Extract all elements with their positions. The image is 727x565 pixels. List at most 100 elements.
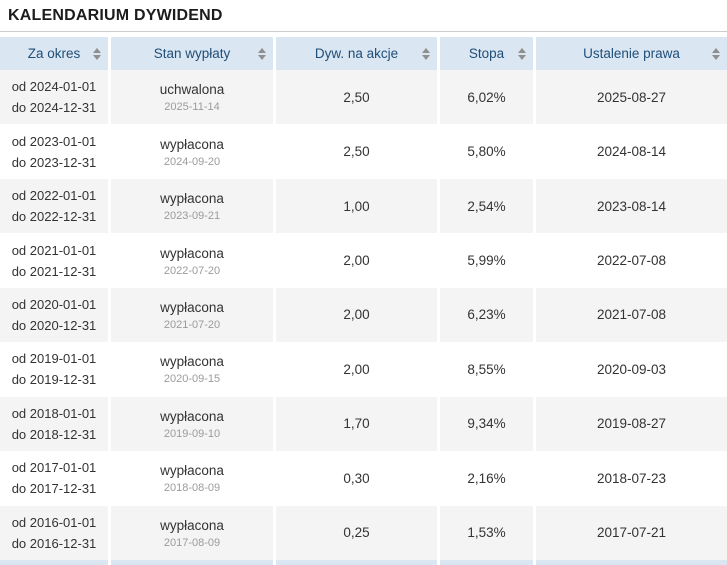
- column-header-1[interactable]: Za okres: [0, 37, 108, 70]
- sort-down-icon: [518, 54, 526, 60]
- cell-rate: 2,54%: [440, 178, 533, 234]
- period-from-text: od 2023-01-01: [11, 133, 97, 149]
- sort-up-icon: [422, 47, 430, 53]
- payout-status-date: 2019-09-10: [163, 427, 221, 440]
- table-row: od 2024-01-01 do 2024-12-31 uchwalona 20…: [0, 70, 727, 125]
- cell-payout-status: wypłacona 2024-09-20: [111, 124, 273, 179]
- footer-header-cell-cutoff: [440, 559, 533, 565]
- period-to-text: do 2021-12-31: [11, 263, 97, 279]
- table-row: od 2017-01-01 do 2017-12-31 wypłacona 20…: [0, 451, 727, 506]
- cell-payout-status: wypłacona 2018-08-09: [111, 451, 273, 506]
- sort-arrows-icon[interactable]: [258, 47, 266, 60]
- cell-period: od 2019-01-01 do 2019-12-31: [0, 342, 108, 397]
- cell-rate: 5,80%: [440, 124, 533, 179]
- cell-dividend-per-share: 0,25: [276, 505, 437, 560]
- cell-period: od 2024-01-01 do 2024-12-31: [0, 70, 108, 125]
- period-from-text: od 2021-01-01: [11, 242, 97, 258]
- table-row: od 2020-01-01 do 2020-12-31 wypłacona 20…: [0, 287, 727, 343]
- period-from-text: od 2022-01-01: [11, 188, 97, 204]
- cell-dividend-per-share: 2,50: [276, 124, 437, 179]
- footer-header-cell-cutoff: [0, 559, 108, 565]
- period-to-text: do 2022-12-31: [11, 209, 97, 225]
- dividend-table: Za okres Stan wypłaty Dyw. na akcje Stop…: [0, 37, 727, 565]
- period-to-text: do 2020-12-31: [11, 317, 97, 333]
- cell-rights-determination-date: 2025-08-27: [536, 70, 727, 125]
- table-row: od 2023-01-01 do 2023-12-31 wypłacona 20…: [0, 124, 727, 179]
- payout-status-date: 2024-09-20: [163, 155, 221, 168]
- sort-up-icon: [712, 47, 720, 53]
- cell-dividend-per-share: 2,00: [276, 342, 437, 397]
- payout-status-text: wypłacona: [160, 136, 224, 152]
- payout-status-text: wypłacona: [160, 191, 224, 207]
- sort-up-icon: [518, 47, 526, 53]
- cell-payout-status: wypłacona 2022-07-20: [111, 233, 273, 288]
- sort-arrows-icon[interactable]: [93, 47, 101, 60]
- cell-dividend-per-share: 2,00: [276, 233, 437, 288]
- cell-period: od 2018-01-01 do 2018-12-31: [0, 396, 108, 452]
- column-header-2[interactable]: Stan wypłaty: [111, 37, 273, 70]
- cell-rate: 1,53%: [440, 505, 533, 560]
- sort-down-icon: [258, 54, 266, 60]
- cell-period: od 2020-01-01 do 2020-12-31: [0, 287, 108, 343]
- sort-arrows-icon[interactable]: [712, 47, 720, 60]
- period-to-text: do 2017-12-31: [11, 481, 97, 497]
- cell-rate: 9,34%: [440, 396, 533, 452]
- payout-status-text: wypłacona: [160, 408, 224, 424]
- cell-dividend-per-share: 1,70: [276, 396, 437, 452]
- cell-payout-status: wypłacona 2017-08-09: [111, 505, 273, 560]
- column-header-label: Stopa: [468, 46, 505, 61]
- cell-dividend-per-share: 1,00: [276, 178, 437, 234]
- cell-rights-determination-date: 2019-08-27: [536, 396, 727, 452]
- period-from-text: od 2018-01-01: [11, 405, 97, 421]
- cell-rights-determination-date: 2018-07-23: [536, 451, 727, 506]
- footer-header-cell-cutoff: [111, 559, 273, 565]
- table-body: od 2024-01-01 do 2024-12-31 uchwalona 20…: [0, 70, 727, 560]
- payout-status-date: 2021-07-20: [163, 318, 221, 331]
- sort-up-icon: [93, 47, 101, 53]
- period-from-text: od 2024-01-01: [11, 79, 97, 95]
- table-row: od 2018-01-01 do 2018-12-31 wypłacona 20…: [0, 396, 727, 452]
- column-header-4[interactable]: Stopa: [440, 37, 533, 70]
- payout-status-text: wypłacona: [160, 354, 224, 370]
- cell-period: od 2021-01-01 do 2021-12-31: [0, 233, 108, 288]
- cell-payout-status: wypłacona 2020-09-15: [111, 342, 273, 397]
- period-from-text: od 2019-01-01: [11, 351, 97, 367]
- cell-payout-status: uchwalona 2025-11-14: [111, 70, 273, 125]
- period-to-text: do 2018-12-31: [11, 426, 97, 442]
- footer-header-cell-cutoff: [536, 559, 727, 565]
- sort-down-icon: [422, 54, 430, 60]
- page-title: KALENDARIUM DYWIDEND: [0, 0, 727, 32]
- sort-arrows-icon[interactable]: [422, 47, 430, 60]
- payout-status-text: wypłacona: [160, 245, 224, 261]
- period-to-text: do 2019-12-31: [11, 372, 97, 388]
- footer-header-cell-cutoff: [276, 559, 437, 565]
- cell-rights-determination-date: 2023-08-14: [536, 178, 727, 234]
- table-row: od 2021-01-01 do 2021-12-31 wypłacona 20…: [0, 233, 727, 288]
- column-header-5[interactable]: Ustalenie prawa: [536, 37, 727, 70]
- cell-payout-status: wypłacona 2023-09-21: [111, 178, 273, 234]
- cell-rights-determination-date: 2022-07-08: [536, 233, 727, 288]
- cell-period: od 2022-01-01 do 2022-12-31: [0, 178, 108, 234]
- cell-rate: 6,02%: [440, 70, 533, 125]
- cell-dividend-per-share: 2,50: [276, 70, 437, 125]
- cell-dividend-per-share: 2,00: [276, 287, 437, 343]
- cell-period: od 2016-01-01 do 2016-12-31: [0, 505, 108, 560]
- cell-rate: 5,99%: [440, 233, 533, 288]
- period-from-text: od 2020-01-01: [11, 296, 97, 312]
- sort-down-icon: [93, 54, 101, 60]
- payout-status-text: wypłacona: [160, 299, 224, 315]
- cell-payout-status: wypłacona 2021-07-20: [111, 287, 273, 343]
- table-footer-strip-cutoff: [0, 559, 727, 565]
- payout-status-date: 2020-09-15: [163, 373, 221, 386]
- sort-arrows-icon[interactable]: [518, 47, 526, 60]
- column-header-label: Ustalenie prawa: [583, 46, 680, 61]
- payout-status-date: 2025-11-14: [164, 101, 220, 114]
- sort-down-icon: [712, 54, 720, 60]
- cell-period: od 2017-01-01 do 2017-12-31: [0, 451, 108, 506]
- column-header-label: Dyw. na akcje: [314, 46, 399, 61]
- table-row: od 2016-01-01 do 2016-12-31 wypłacona 20…: [0, 505, 727, 560]
- payout-status-date: 2018-08-09: [163, 482, 221, 495]
- column-header-3[interactable]: Dyw. na akcje: [276, 37, 437, 70]
- cell-rate: 8,55%: [440, 342, 533, 397]
